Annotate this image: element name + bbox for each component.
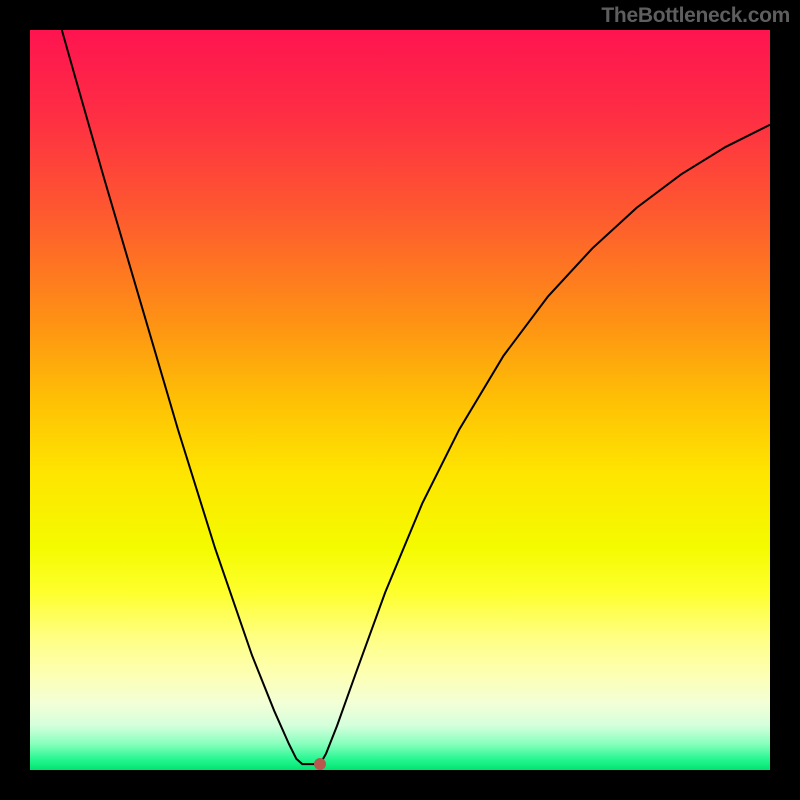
watermark-text: TheBottleneck.com: [601, 4, 790, 28]
bottleneck-curve: [30, 30, 770, 770]
chart-container: TheBottleneck.com: [0, 0, 800, 800]
minimum-point-marker: [314, 758, 326, 770]
plot-area: [30, 30, 770, 770]
